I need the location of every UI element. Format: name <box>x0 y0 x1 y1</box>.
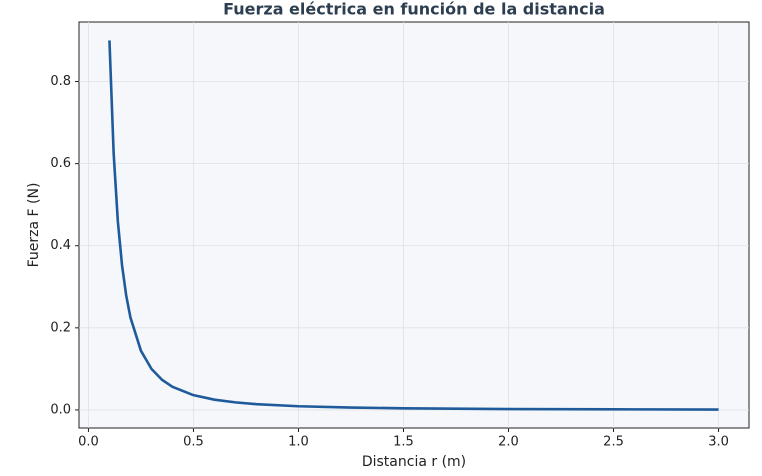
chart-title: Fuerza eléctrica en función de la distan… <box>223 0 605 19</box>
y-tick-label: 0.2 <box>50 320 71 335</box>
line-series <box>108 40 719 411</box>
y-tick-label: 0.4 <box>50 238 71 253</box>
x-tick-label: 0.0 <box>78 435 99 450</box>
y-tick-label: 0.0 <box>50 402 71 417</box>
y-axis-label: Fuerza F (N) <box>26 183 42 268</box>
plot-area <box>78 21 750 429</box>
x-tick-label: 1.5 <box>393 435 414 450</box>
x-tick-label: 0.5 <box>183 435 204 450</box>
x-tick-label: 1.0 <box>288 435 309 450</box>
x-tick-label: 2.5 <box>603 435 624 450</box>
y-tick-label: 0.6 <box>50 156 71 171</box>
x-tick-label: 3.0 <box>708 435 729 450</box>
x-tick-label: 2.0 <box>498 435 519 450</box>
x-axis-label: Distancia r (m) <box>362 454 466 470</box>
y-tick-label: 0.8 <box>50 74 71 89</box>
